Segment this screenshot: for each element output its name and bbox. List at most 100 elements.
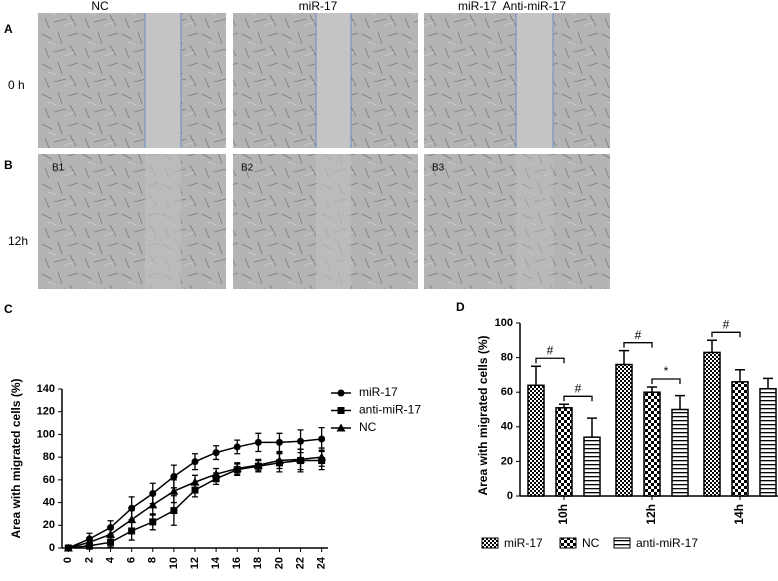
y-tick-label: 0 xyxy=(49,542,55,554)
marker xyxy=(232,464,242,472)
marker xyxy=(128,527,136,535)
error-bar xyxy=(763,377,773,389)
y-tick-label: 60 xyxy=(43,474,55,486)
column-title: miR-17 Anti-miR-17 xyxy=(458,0,566,13)
significance-mark: # xyxy=(575,381,582,395)
tile-label: B2 xyxy=(241,163,254,174)
marker xyxy=(212,449,220,457)
error-bar xyxy=(735,368,745,382)
scratch xyxy=(316,13,351,148)
bar xyxy=(583,436,601,497)
series-line xyxy=(68,456,322,549)
significance-bracket xyxy=(711,331,741,338)
marker xyxy=(274,456,284,465)
tile-label: B1 xyxy=(52,163,65,174)
marker xyxy=(191,486,199,494)
legend-swatch xyxy=(613,537,631,549)
significance-mark: # xyxy=(635,328,642,342)
significance-bracket xyxy=(623,342,653,348)
marker xyxy=(190,477,200,486)
y-tick-label: 60 xyxy=(501,386,513,398)
series-line xyxy=(68,459,322,549)
x-tick-label: 10 xyxy=(168,557,180,569)
x-tick-label: 24 xyxy=(316,556,328,569)
error-bar xyxy=(707,339,717,353)
error-bar xyxy=(531,365,541,386)
x-tick-label: 12h xyxy=(644,504,658,525)
x-tick-label: 4 xyxy=(104,556,116,563)
panel-label: B xyxy=(4,158,13,172)
marker xyxy=(84,537,94,546)
x-tick-label: 14 xyxy=(210,556,222,569)
x-tick-label: 8 xyxy=(147,557,159,563)
bar xyxy=(527,384,545,497)
marker xyxy=(127,515,137,524)
micrograph xyxy=(38,154,226,289)
bar xyxy=(703,351,721,497)
bar xyxy=(759,387,777,497)
x-tick-label: 6 xyxy=(126,557,138,563)
x-tick-label: 14h xyxy=(732,504,746,525)
x-tick-label: 12 xyxy=(189,557,201,569)
y-tick-label: 80 xyxy=(43,451,55,463)
significance-bracket xyxy=(535,357,565,364)
row-label: 0 h xyxy=(8,78,25,92)
scratch xyxy=(516,13,553,148)
marker xyxy=(148,500,158,509)
marker xyxy=(169,486,179,495)
legend-label: anti-miR-17 xyxy=(636,536,698,550)
bar xyxy=(671,408,689,497)
marker xyxy=(107,538,115,546)
legend-label: NC xyxy=(582,536,600,550)
error-bar xyxy=(647,386,657,393)
y-tick-label: 140 xyxy=(37,383,55,395)
scratch xyxy=(145,154,181,289)
marker xyxy=(317,452,327,461)
marker xyxy=(170,507,178,515)
y-tick-label: 80 xyxy=(501,352,513,364)
bar xyxy=(615,363,633,497)
panel-label: C xyxy=(4,302,13,316)
scratch xyxy=(316,154,351,289)
bar xyxy=(731,381,749,497)
marker xyxy=(318,435,326,443)
significance-bracket xyxy=(651,378,681,385)
legend-marker xyxy=(337,389,345,397)
legend-label: miR-17 xyxy=(504,536,543,550)
marker xyxy=(63,543,73,552)
marker xyxy=(149,518,157,526)
x-tick-label: 16 xyxy=(231,557,243,569)
y-tick-label: 20 xyxy=(43,519,55,531)
x-tick-label: 18 xyxy=(252,557,264,569)
x-tick-label: 22 xyxy=(294,557,306,569)
scratch xyxy=(516,154,553,289)
marker xyxy=(106,529,116,538)
y-tick-label: 20 xyxy=(501,455,513,467)
legend-marker xyxy=(337,407,345,414)
column-title: miR-17 xyxy=(299,0,338,13)
image-panels: NC miR-17 miR-17 Anti-miR-17 A 0 h B 12h… xyxy=(4,0,610,289)
row-label: 12h xyxy=(8,234,28,248)
y-tick-label: 100 xyxy=(495,317,513,329)
significance-bracket xyxy=(563,395,593,402)
panel-label: D xyxy=(456,300,465,314)
significance-mark: # xyxy=(723,317,730,331)
y-axis-label: Area with migrated cells (%) xyxy=(476,335,490,495)
legend-label: miR-17 xyxy=(359,385,398,399)
marker xyxy=(211,469,221,478)
x-tick-label: 2 xyxy=(83,557,95,563)
y-tick-label: 40 xyxy=(501,421,513,433)
legend-marker xyxy=(336,423,346,432)
significance-mark: # xyxy=(547,343,554,357)
micrograph xyxy=(38,13,226,148)
legend-swatch xyxy=(481,537,499,549)
error-bar xyxy=(587,417,597,438)
x-tick-label: 0 xyxy=(62,557,74,563)
y-tick-label: 0 xyxy=(507,490,513,502)
error-bar xyxy=(619,349,629,365)
scratch xyxy=(145,13,181,148)
legend-swatch xyxy=(559,537,577,549)
y-tick-label: 100 xyxy=(37,428,55,440)
marker xyxy=(275,438,283,446)
